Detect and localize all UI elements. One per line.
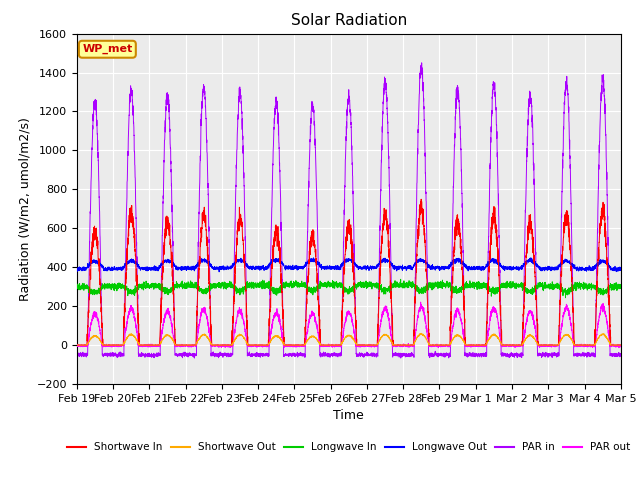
Legend: Shortwave In, Shortwave Out, Longwave In, Longwave Out, PAR in, PAR out: Shortwave In, Shortwave Out, Longwave In… <box>63 438 635 456</box>
X-axis label: Time: Time <box>333 409 364 422</box>
Text: WP_met: WP_met <box>82 44 132 54</box>
Title: Solar Radiation: Solar Radiation <box>291 13 407 28</box>
Y-axis label: Radiation (W/m2, umol/m2/s): Radiation (W/m2, umol/m2/s) <box>18 117 31 301</box>
